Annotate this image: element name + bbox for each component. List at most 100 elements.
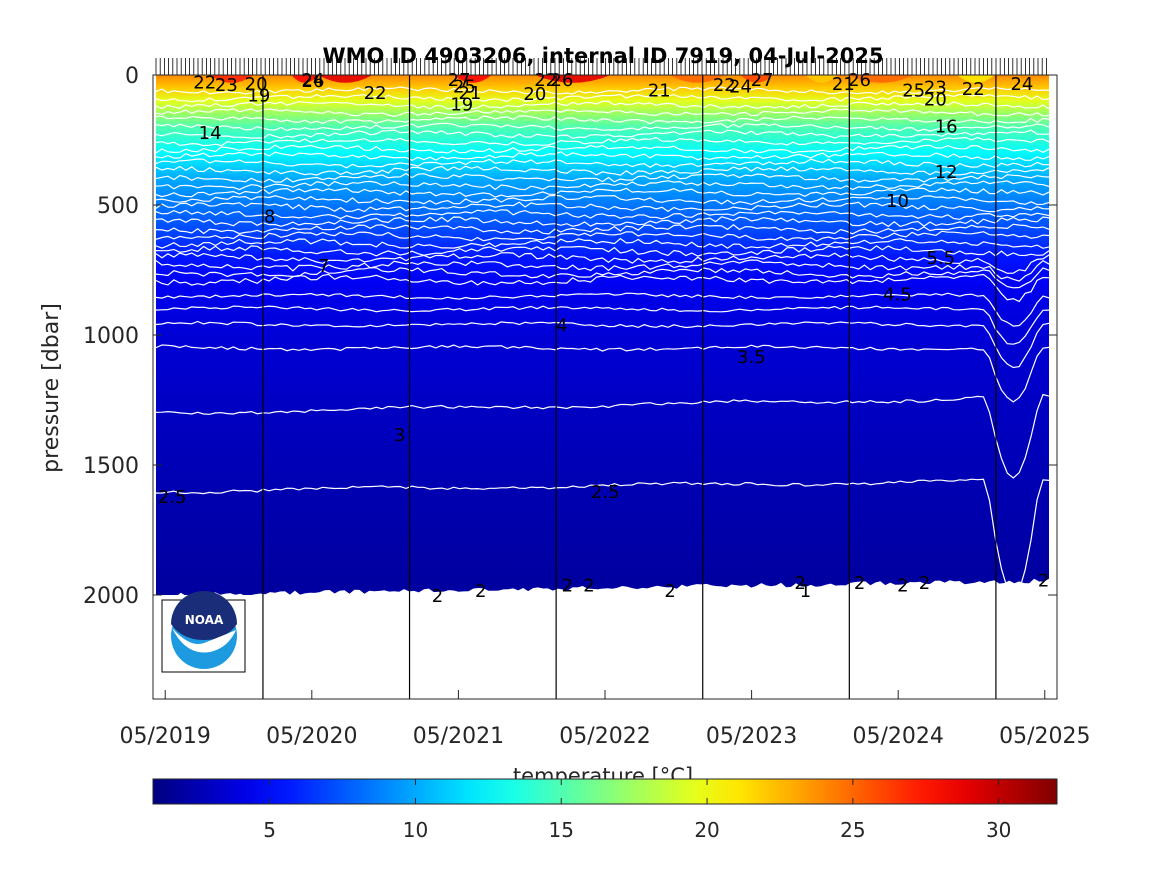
contour-label: 26 <box>848 70 871 91</box>
isotherm <box>156 267 1049 289</box>
isotherm-lines <box>156 86 1049 597</box>
temperature-fill <box>156 75 1049 595</box>
temperature-field <box>156 75 1049 597</box>
contour-label: 4 <box>556 316 567 337</box>
warm-patch <box>291 75 319 83</box>
contour-label: 2 <box>475 581 486 602</box>
isotherm <box>156 158 1049 169</box>
contour-label: 27 <box>751 70 774 91</box>
isotherm <box>156 292 1049 327</box>
contour-label: 2 <box>1038 570 1049 591</box>
contour-label: 14 <box>199 123 222 144</box>
contour-label: 26 <box>550 70 573 91</box>
colorbar <box>152 778 1058 805</box>
contour-label: 22 <box>193 73 216 94</box>
contour-label: 19 <box>247 86 270 107</box>
noaa-logo: NOAA <box>161 591 246 673</box>
isotherm <box>156 129 1049 139</box>
warm-patch <box>805 75 838 83</box>
x-tick-label: 05/2022 <box>559 724 650 749</box>
y-axis-label: pressure [dbar] <box>39 303 64 473</box>
y-tick-label: 1000 <box>83 324 139 349</box>
x-tick-label: 05/2025 <box>999 724 1090 749</box>
contour-label: 2.5 <box>591 482 620 503</box>
isotherm <box>156 172 1049 183</box>
isotherm <box>156 478 1049 597</box>
contour-label: 4.5 <box>883 284 912 305</box>
y-tick-label: 500 <box>97 194 139 219</box>
isotherm <box>156 180 1049 191</box>
isotherm <box>156 223 1049 235</box>
y-tick-label: 0 <box>125 64 139 89</box>
isotherm <box>156 151 1049 161</box>
isotherm <box>156 259 1049 282</box>
y-tick-label: 1500 <box>83 454 139 479</box>
contour-label: 23 <box>924 78 947 99</box>
contour-label: 2 <box>562 576 573 597</box>
contour-label: 8 <box>264 206 275 227</box>
contour-label: 2 <box>897 576 908 597</box>
isotherm <box>156 165 1049 176</box>
contour-label: 2.5 <box>158 487 187 508</box>
warm-patch <box>534 75 611 83</box>
warm-surface-patches <box>210 75 995 83</box>
contour-label: 24 <box>729 76 752 97</box>
isotherm <box>156 273 1049 303</box>
isotherm <box>156 144 1049 154</box>
contour-label: 7 <box>318 256 329 277</box>
contour-label: 22 <box>713 75 736 96</box>
year-boundary-lines <box>262 75 997 699</box>
contour-label: 19 <box>450 95 473 116</box>
isotherm <box>156 100 1049 110</box>
isotherm <box>156 393 1049 479</box>
x-axis: 05/2019 05/2020 05/2021 05/2022 05/2023 05/20… <box>120 690 1090 749</box>
contour-label: 2 <box>919 573 930 594</box>
contour-label: 2 <box>794 573 805 594</box>
colorbar-tick-label: 25 <box>840 818 865 842</box>
isotherm <box>156 115 1049 125</box>
colorbar-tick-label: 15 <box>549 818 574 842</box>
isotherm <box>156 122 1049 132</box>
isotherm <box>156 305 1049 345</box>
contour-label: 21 <box>832 74 855 95</box>
isotherm <box>156 245 1049 257</box>
x-tick-label: 05/2023 <box>706 724 797 749</box>
isotherm <box>156 216 1049 228</box>
warm-patch <box>670 75 725 83</box>
contour-label: 10 <box>886 191 909 212</box>
isotherm <box>156 209 1049 220</box>
colorbar-tick-label: 5 <box>263 818 276 842</box>
isotherm <box>156 194 1049 206</box>
contour-label: 21 <box>458 83 481 104</box>
contour-label: 24 <box>1010 74 1033 95</box>
isotherm <box>156 201 1049 213</box>
isotherm <box>156 344 1049 403</box>
isotherm <box>156 230 1049 242</box>
contour-label: 20 <box>523 84 546 105</box>
x-tick-label: 05/2019 <box>120 724 211 749</box>
contour-label: 12 <box>935 162 958 183</box>
colorbar-tick-label: 20 <box>694 818 719 842</box>
colorbar-tick-label: 30 <box>986 818 1011 842</box>
contour-label: 25 <box>902 80 925 101</box>
profile-tick-marks <box>155 58 1047 75</box>
contour-label: 1 <box>800 581 811 602</box>
isotherm <box>156 252 1049 274</box>
isotherm <box>156 108 1049 117</box>
warm-patch <box>210 75 254 83</box>
x-tick-label: 05/2021 <box>413 724 504 749</box>
contour-label: 22 <box>364 83 387 104</box>
contour-label: 20 <box>924 89 947 110</box>
warm-patch <box>453 75 492 83</box>
chart-title: WMO ID 4903206, internal ID 7919, 04-Jul… <box>322 44 883 68</box>
warm-patch <box>740 75 773 83</box>
isotherm <box>156 187 1049 198</box>
contour-label: 20 <box>245 74 268 95</box>
isotherm <box>156 93 1049 103</box>
isotherm <box>156 237 1049 249</box>
colorbar-tick-label: 10 <box>403 818 428 842</box>
isotherm <box>156 136 1049 147</box>
colorbar-ticks: 5 10 15 20 25 30 <box>263 779 1011 842</box>
contour-label: 3.5 <box>737 347 766 368</box>
